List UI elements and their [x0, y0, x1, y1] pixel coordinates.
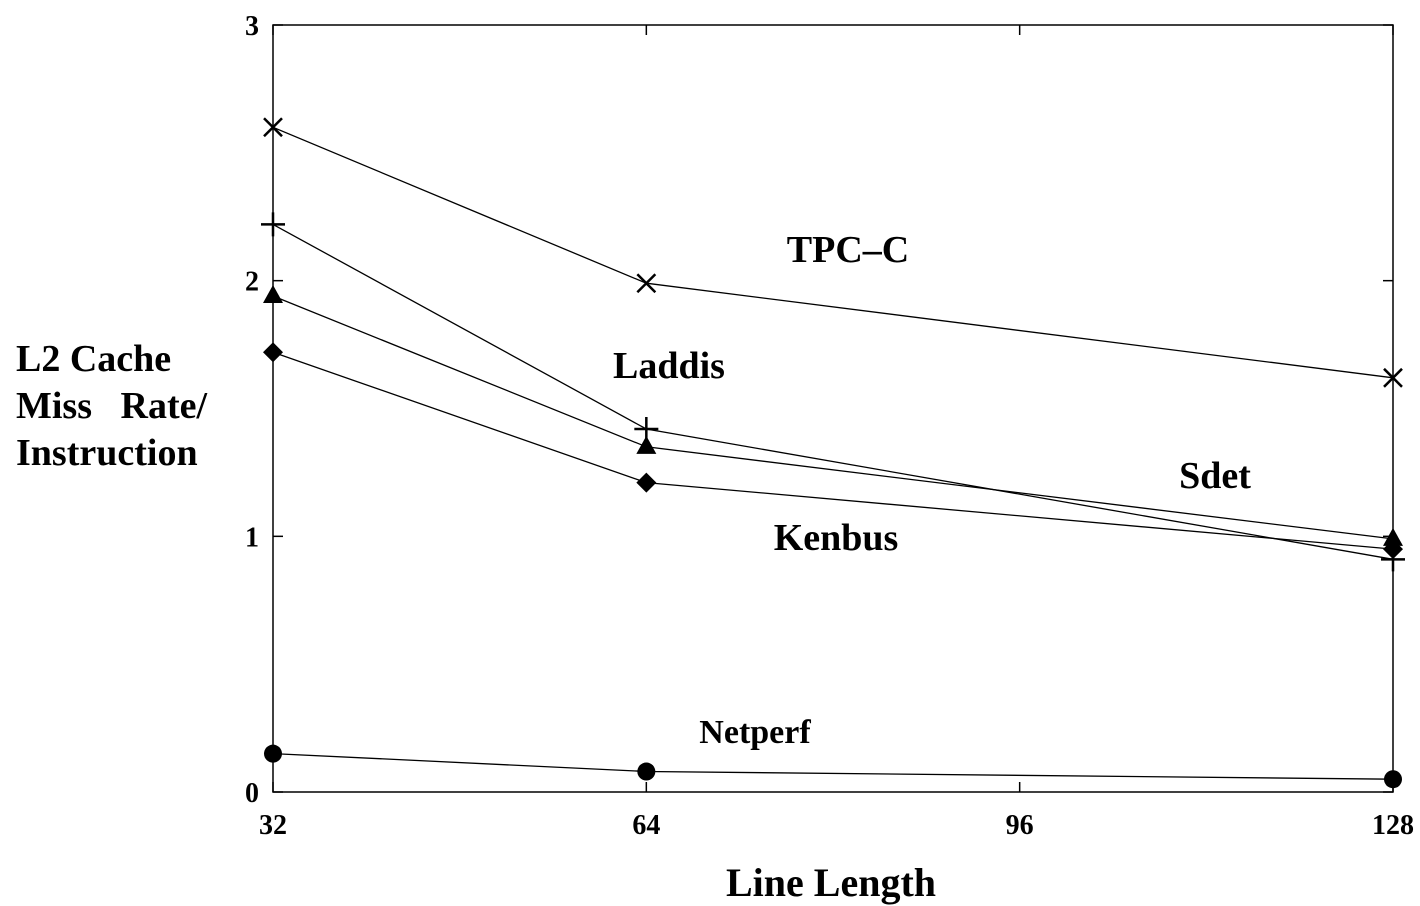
data-point-kenbus	[1383, 539, 1403, 560]
series-label-kenbus: Kenbus	[774, 517, 899, 559]
data-point-sdet	[1383, 527, 1403, 546]
data-point-netperf	[637, 762, 656, 781]
y-tick-label: 1	[245, 522, 259, 553]
series-line-sdet	[272, 295, 1394, 540]
y-axis-label-line: Instruction	[16, 432, 198, 474]
data-point-sdet	[636, 435, 657, 454]
data-point-sdet	[263, 285, 283, 304]
series-line-netperf	[272, 752, 1394, 780]
data-point-kenbus	[636, 472, 657, 493]
x-tick-label: 128	[1372, 810, 1414, 841]
y-axis-label-line: L2 Cache	[16, 338, 172, 380]
series-label-netperf: Netperf	[699, 714, 811, 751]
x-axis-ticks: 32 64 96 128	[259, 25, 1414, 841]
plot-frame	[272, 24, 1394, 793]
series-markers	[261, 117, 1405, 789]
x-tick-label: 32	[259, 810, 287, 841]
series-line-laddis	[272, 223, 1394, 560]
data-point-tpcc	[263, 117, 283, 138]
data-point-tpcc	[636, 273, 657, 294]
series-label-sdet: Sdet	[1179, 455, 1251, 497]
y-axis-ticks: 0 1 2 3	[245, 11, 1393, 809]
data-point-netperf	[264, 744, 282, 763]
y-axis-label: L2 Cache Miss Rate/ Instruction	[16, 336, 207, 477]
x-tick-label: 96	[1006, 810, 1034, 841]
series-label-laddis: Laddis	[613, 345, 725, 387]
series-lines	[272, 126, 1394, 780]
data-point-netperf	[1384, 770, 1402, 789]
y-tick-label: 0	[245, 778, 259, 809]
data-point-kenbus	[263, 342, 283, 363]
y-tick-label: 2	[245, 267, 259, 298]
x-axis-label: Line Length	[726, 860, 936, 905]
y-tick-label: 3	[245, 11, 259, 42]
y-axis-label-line: Miss Rate/	[16, 385, 208, 427]
data-point-laddis	[261, 212, 285, 237]
series-label-tpcc: TPC–C	[787, 229, 909, 271]
x-tick-label: 64	[632, 810, 660, 841]
data-point-tpcc	[1383, 367, 1403, 388]
